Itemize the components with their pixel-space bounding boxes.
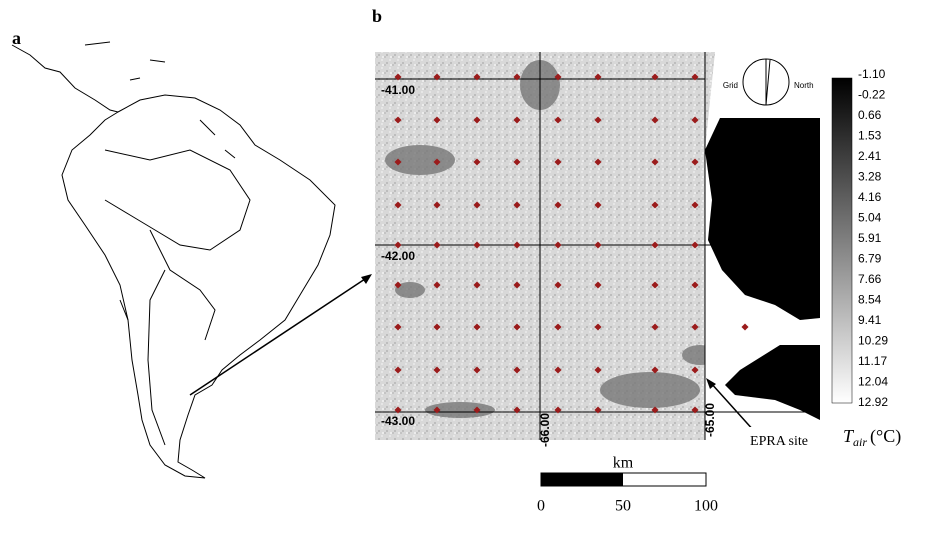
lat-label: -41.00 xyxy=(381,83,415,97)
lon-label: -65.00 xyxy=(703,403,717,437)
zoom-arrow xyxy=(190,277,368,395)
colorbar-label: 9.41 xyxy=(858,313,882,327)
colorbar-label: 0.66 xyxy=(858,108,882,122)
colorbar-label: 12.04 xyxy=(858,375,888,389)
colorbar-label: -0.22 xyxy=(858,88,886,102)
figure: a b -41.00 -42.00 -43.00 -66.00 -65.00 G… xyxy=(0,0,930,534)
colorbar-title: Tair(°C) xyxy=(843,426,901,449)
colorbar-label: 11.17 xyxy=(858,354,887,368)
scale-label: 100 xyxy=(694,498,718,515)
colorbar-label: 3.28 xyxy=(858,170,882,184)
scale-unit: km xyxy=(613,455,634,472)
compass-label: Grid xyxy=(723,81,738,90)
compass-label: North xyxy=(794,81,814,90)
colorbar-labels: -1.10 -0.22 0.66 1.53 2.41 3.28 4.16 5.04 5.91 6.… xyxy=(858,67,888,409)
colorbar-label: 7.66 xyxy=(858,272,882,286)
title-sub: air xyxy=(853,435,867,449)
panel-label: b xyxy=(372,6,382,26)
colorbar-label: 4.16 xyxy=(858,190,882,204)
colorbar-label: -1.10 xyxy=(858,67,886,81)
colorbar-label: 8.54 xyxy=(858,293,882,307)
lat-label: -42.00 xyxy=(381,249,415,263)
colorbar-label: 5.04 xyxy=(858,211,882,225)
site-label: EPRA site xyxy=(750,434,808,449)
colorbar xyxy=(832,78,852,403)
colorbar-label: 12.92 xyxy=(858,395,888,409)
title-unit: (°C) xyxy=(870,426,901,447)
colorbar-label: 10.29 xyxy=(858,334,888,348)
colorbar-label: 6.79 xyxy=(858,252,882,266)
lat-label: -43.00 xyxy=(381,414,415,428)
scale-label: 50 xyxy=(615,498,631,515)
colorbar-label: 5.91 xyxy=(858,231,882,245)
colorbar-label: 1.53 xyxy=(858,129,882,143)
lon-label: -66.00 xyxy=(538,413,552,447)
panel-label: a xyxy=(12,28,21,48)
arrow-head xyxy=(361,274,372,284)
colorbar-label: 2.41 xyxy=(858,149,882,163)
south-america-map xyxy=(12,42,335,478)
scale-bar-fill xyxy=(541,473,623,486)
scale-label: 0 xyxy=(537,498,545,515)
